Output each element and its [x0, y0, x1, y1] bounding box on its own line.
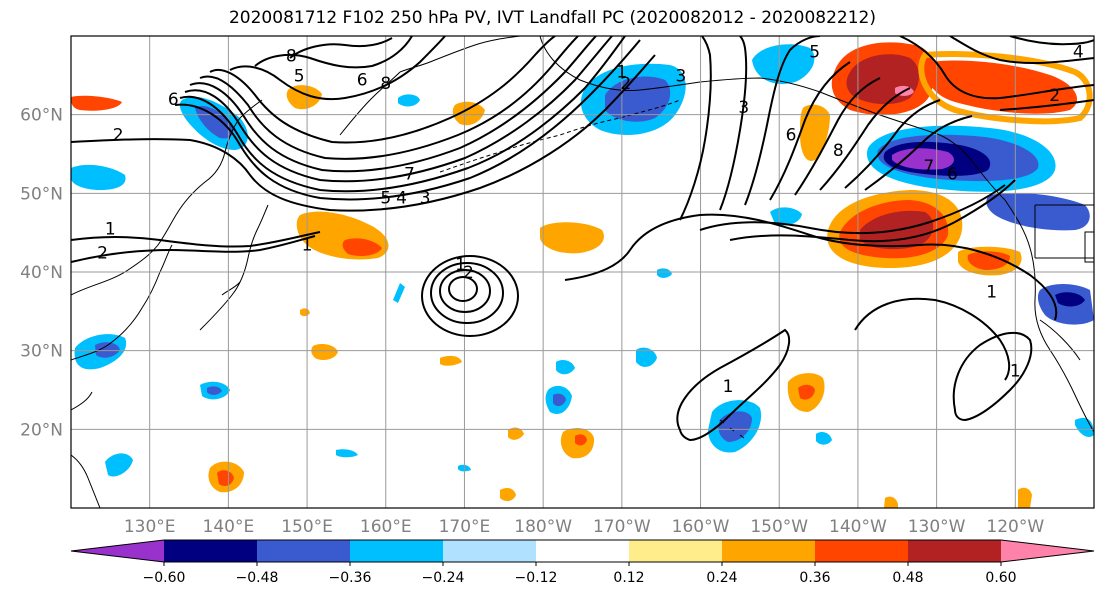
colorbar-extend-max	[1001, 540, 1094, 562]
lon-tick-label: 130°E	[124, 517, 176, 537]
contour-label: 2	[1049, 86, 1060, 106]
contour-label: 1	[105, 220, 116, 240]
colorbar-swatch	[722, 540, 816, 562]
lon-tick-label: 180°W	[514, 517, 572, 537]
colorbar-tick-label: 0.24	[706, 570, 737, 586]
contour-label: 2	[620, 74, 631, 94]
colorbar-tick-label: 0.12	[613, 570, 644, 586]
latitude-labels: 20°N 30°N 40°N 50°N 60°N	[20, 106, 63, 441]
kamchatka-coastline	[339, 71, 401, 136]
contour-label: 7	[404, 165, 415, 185]
contour-label: 3	[675, 66, 686, 86]
closed-contour-low	[421, 255, 519, 337]
lat-tick-label: 60°N	[20, 106, 63, 126]
lon-tick-label: 120°W	[986, 517, 1044, 537]
colorbar-tick-label: 0.48	[892, 570, 923, 586]
contour-label: 4	[396, 188, 407, 208]
lat-tick-label: 30°N	[20, 342, 63, 362]
coastlines	[71, 36, 1094, 508]
contour-3-west	[174, 39, 641, 201]
lon-tick-label: 150°E	[281, 517, 333, 537]
colorbar-swatch	[908, 540, 1002, 562]
contour-label: 3	[420, 188, 431, 208]
contour-label: 1	[723, 377, 734, 397]
colorbar: −0.60 −0.48 −0.36 −0.24 −0.12 0.12 0.24 0.36 0.4…	[70, 539, 1095, 586]
colorbar-swatch	[815, 540, 909, 562]
map-frame	[70, 35, 1095, 509]
colorbar-tick-label: −0.24	[422, 570, 465, 586]
contour-label: 8	[380, 74, 391, 94]
contour-label: 6	[168, 90, 179, 110]
colorbar-tick-label: −0.12	[515, 570, 558, 586]
contour-label: 1	[455, 255, 466, 275]
pv-anomaly-shading	[71, 42, 1094, 508]
contour-5-west	[184, 36, 613, 183]
lon-tick-label: 160°E	[360, 517, 412, 537]
colorbar-tick-label: 0.36	[799, 570, 830, 586]
aleutian-islands	[439, 99, 681, 173]
contour-label: 6	[947, 165, 958, 185]
contour-4-west	[179, 36, 626, 193]
pv-contour-lines	[71, 36, 1094, 442]
contour-label: 8	[286, 47, 297, 67]
colorbar-tick-label: −0.60	[143, 570, 186, 586]
alaska-coastline	[539, 36, 1006, 201]
map-gridlines	[71, 36, 1094, 508]
contour-label: 8	[833, 141, 844, 161]
contour-label: 1	[616, 62, 627, 82]
lon-tick-label: 160°W	[672, 517, 730, 537]
colorbar-tick-label: −0.36	[329, 570, 372, 586]
contour-2-west	[71, 54, 656, 212]
colorbar-tick-label: −0.48	[236, 570, 279, 586]
contour-label: 5	[809, 43, 820, 63]
colorbar-tick-label: 0.60	[985, 570, 1016, 586]
colorbar-swatch	[257, 540, 351, 562]
contour-label: 1	[1010, 361, 1021, 381]
contour-label: 2	[97, 243, 108, 263]
contour-label: 5	[380, 188, 391, 208]
japan-coastline	[199, 204, 269, 331]
contour-1-subtropical	[676, 328, 791, 442]
map-title: 2020081712 F102 250 hPa PV, IVT Landfall…	[228, 8, 876, 28]
contour-label: 6	[786, 125, 797, 145]
contour-7-west	[199, 36, 579, 160]
colorbar-swatch	[164, 540, 258, 562]
lon-tick-label: 140°E	[203, 517, 255, 537]
contour-label: 1	[302, 235, 313, 255]
contour-label: 4	[1073, 43, 1084, 63]
lon-tick-label: 140°W	[829, 517, 887, 537]
colorbar-swatch	[629, 540, 723, 562]
contour-label: 6	[357, 70, 368, 90]
contour-8-west	[209, 36, 556, 144]
colorbar-swatch	[443, 540, 537, 562]
lat-tick-label: 50°N	[20, 184, 63, 204]
lon-tick-label: 130°W	[908, 517, 966, 537]
contour-1-east	[564, 213, 1058, 321]
longitude-labels: 130°E 140°E 150°E 160°E 170°E 180°W 170°W 160°W…	[124, 517, 1045, 537]
lon-tick-label: 150°W	[750, 517, 808, 537]
philippines-taiwan	[71, 391, 101, 508]
contour-6-west	[189, 36, 597, 173]
lon-tick-label: 170°E	[439, 517, 491, 537]
lat-tick-label: 40°N	[20, 263, 63, 283]
contour-label: 2	[113, 125, 124, 145]
colorbar-extend-min	[71, 540, 164, 562]
lon-tick-label: 170°W	[593, 517, 651, 537]
contour-label: 5	[294, 66, 305, 86]
contour-label: 2	[463, 263, 474, 283]
colorbar-swatch	[536, 540, 630, 562]
lat-tick-label: 20°N	[20, 420, 63, 440]
colorbar-swatch	[350, 540, 444, 562]
contour-label: 1	[986, 283, 997, 303]
contour-label: 7	[923, 157, 934, 177]
contour-label: 3	[738, 98, 749, 118]
north-america-coast	[1004, 199, 1094, 433]
